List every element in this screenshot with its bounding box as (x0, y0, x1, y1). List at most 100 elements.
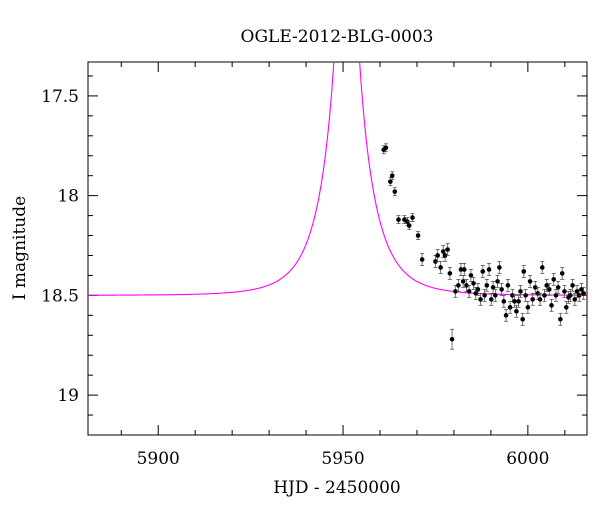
data-marker (488, 297, 494, 302)
model-curve (88, 62, 587, 296)
data-marker (480, 269, 486, 274)
y-tick-label: 18 (57, 187, 79, 207)
data-point (473, 286, 479, 300)
data-marker (456, 283, 461, 288)
data-point (537, 292, 543, 306)
data-marker (518, 289, 523, 294)
data-point (460, 275, 466, 288)
data-marker (574, 289, 580, 294)
data-point (539, 261, 545, 274)
data-marker (415, 233, 421, 238)
data-marker (383, 145, 389, 151)
data-point (499, 283, 504, 296)
data-marker (499, 287, 504, 292)
data-marker (553, 293, 559, 298)
data-marker (486, 267, 492, 272)
data-marker (482, 293, 487, 298)
data-point (527, 275, 533, 288)
data-marker (460, 279, 466, 284)
data-marker (535, 291, 541, 296)
data-point (475, 283, 481, 296)
data-point (461, 263, 467, 276)
data-marker (516, 299, 521, 304)
data-marker (551, 277, 557, 282)
data-marker (537, 297, 543, 302)
data-marker (549, 303, 554, 308)
data-marker (525, 305, 531, 310)
data-marker (501, 299, 507, 304)
data-point (530, 292, 535, 306)
y-tick-label: 18.5 (41, 286, 79, 306)
y-tick-label: 17.5 (41, 87, 79, 107)
data-point (507, 300, 513, 314)
data-point (453, 285, 458, 298)
data-marker (503, 313, 509, 318)
data-marker (458, 267, 464, 272)
data-marker (539, 265, 545, 270)
data-marker (447, 271, 453, 276)
data-marker (406, 223, 412, 228)
data-point (488, 292, 494, 306)
x-tick-label: 5900 (137, 449, 180, 469)
x-axis-label: HJD - 2450000 (273, 478, 401, 498)
y-tick-label: 19 (57, 386, 79, 406)
plot-frame (87, 61, 588, 436)
data-marker (544, 283, 550, 288)
data-point (559, 267, 565, 280)
x-tick-label: 5950 (321, 449, 364, 469)
data-point (396, 215, 401, 224)
data-marker (461, 267, 467, 272)
data-point (468, 269, 474, 282)
data-marker (579, 287, 584, 292)
data-marker (521, 269, 527, 274)
y-axis-label: I magnitude (10, 196, 30, 300)
x-tick-label: 6000 (506, 449, 549, 469)
data-point (570, 279, 575, 292)
data-point (449, 328, 455, 350)
data-marker (464, 283, 469, 288)
data-point (564, 300, 569, 314)
data-marker (495, 279, 500, 284)
plot-area: 5900 5950 6000 17.5 18 18.5 19 (41, 61, 588, 469)
data-point (525, 300, 531, 314)
data-point (555, 281, 561, 294)
data-point (568, 288, 573, 302)
data-point (503, 308, 509, 322)
data-points (381, 143, 586, 350)
data-marker (510, 293, 515, 298)
data-marker (520, 317, 525, 322)
data-point (484, 279, 490, 292)
chart-title: OGLE-2012-BLG-0003 (241, 27, 434, 47)
data-point (482, 288, 487, 302)
data-marker (389, 173, 395, 178)
data-marker (530, 297, 535, 302)
data-marker (493, 293, 498, 298)
data-point (546, 283, 552, 296)
data-point (438, 261, 443, 274)
axis-ticks (88, 62, 587, 436)
data-point (542, 288, 547, 302)
data-point (521, 265, 527, 278)
data-marker (490, 285, 496, 290)
data-point (551, 273, 557, 286)
data-point (490, 281, 496, 294)
data-marker (471, 281, 476, 286)
data-marker (445, 247, 450, 252)
data-marker (512, 299, 517, 304)
tick-labels: 5900 5950 6000 17.5 18 18.5 19 (41, 87, 549, 469)
data-point (480, 265, 486, 278)
data-point (406, 221, 412, 230)
data-point (435, 249, 440, 262)
data-point (532, 281, 538, 294)
data-point (549, 298, 554, 312)
data-point (518, 285, 523, 298)
data-marker (505, 283, 511, 288)
data-point (493, 288, 498, 302)
data-marker (542, 293, 547, 298)
data-marker (449, 336, 455, 342)
data-point (495, 275, 500, 288)
data-point (505, 279, 511, 292)
data-point (392, 187, 398, 197)
data-marker (453, 289, 458, 294)
